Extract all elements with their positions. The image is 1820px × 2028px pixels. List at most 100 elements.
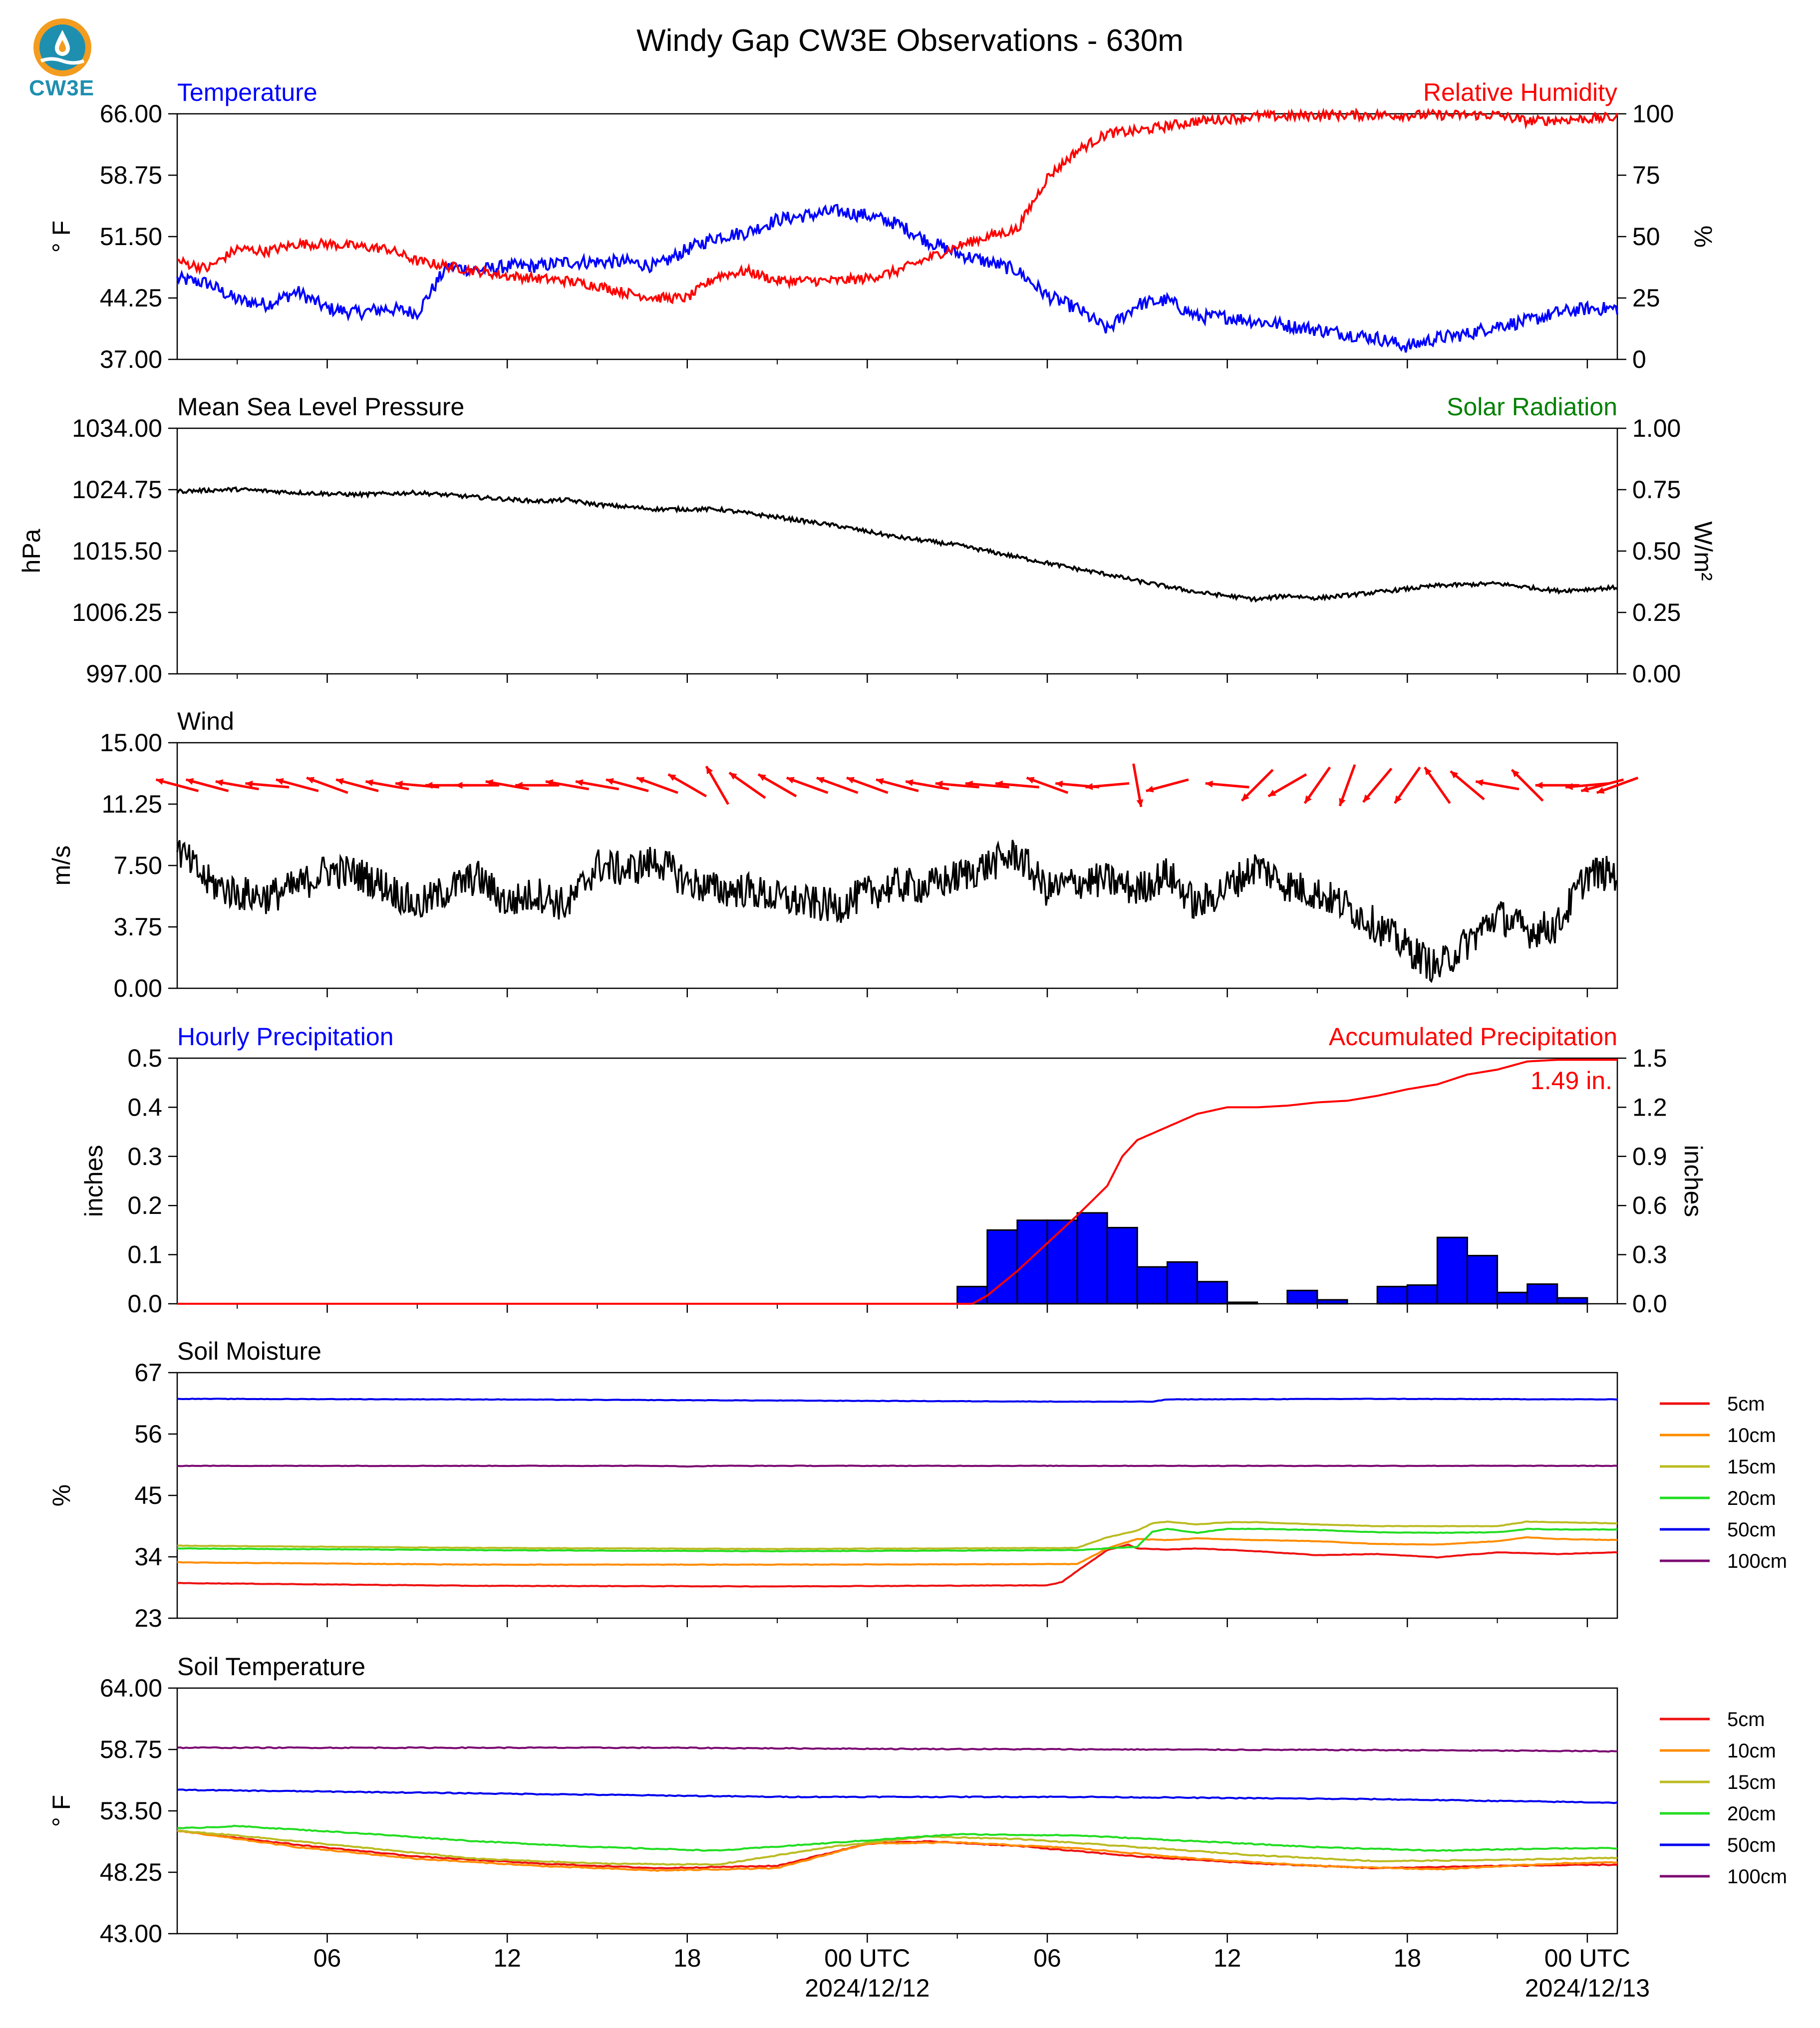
figure-title: Windy Gap CW3E Observations - 630m bbox=[636, 23, 1184, 58]
wind-arrow-head bbox=[606, 778, 614, 785]
wind-arrow-head bbox=[546, 779, 554, 786]
wind-arrow bbox=[1580, 778, 1624, 793]
y-tick-label-left: 0.3 bbox=[127, 1143, 162, 1170]
wind-arrow-head bbox=[1055, 780, 1063, 788]
soil-temp-legend-label: 100cm bbox=[1727, 1866, 1787, 1888]
wind-arrow bbox=[786, 776, 829, 794]
y-tick-label-right: 0.75 bbox=[1632, 476, 1681, 504]
wind-arrow-head bbox=[186, 778, 194, 785]
y-tick-label-right: 0.25 bbox=[1632, 598, 1681, 626]
wind-speed-line bbox=[176, 840, 1618, 983]
x-tick-sublabel: 2024/12/12 bbox=[805, 1974, 929, 2002]
precip-bar bbox=[956, 1286, 988, 1305]
precip-bar bbox=[1436, 1236, 1468, 1305]
wind-arrow bbox=[1085, 782, 1130, 789]
wind-arrow-head bbox=[729, 773, 737, 780]
wind-arrow-head bbox=[1085, 783, 1093, 790]
soil-moisture-line-50cm bbox=[177, 1398, 1618, 1403]
precip-bar bbox=[1376, 1286, 1408, 1305]
wind-arrow-head bbox=[245, 780, 253, 788]
soil-temp-legend-label: 20cm bbox=[1727, 1803, 1776, 1825]
y-tick-label-left: 0.4 bbox=[127, 1093, 162, 1121]
wind-arrow bbox=[215, 780, 259, 791]
soil-temp-line-10cm bbox=[177, 1829, 1618, 1872]
panel-soil_moisture: Soil Moisture 23 34 45 56 67% 5cm 10cm 15cm 20cm 5… bbox=[47, 1337, 1787, 1632]
y-tick-label-right: 0.3 bbox=[1632, 1241, 1667, 1269]
panel-pressure: Mean Sea Level Pressure Solar Radiation 99… bbox=[17, 393, 1717, 688]
temperature-line bbox=[176, 204, 1618, 353]
wind-arrow-head bbox=[786, 777, 795, 784]
y-tick-label-left: 1024.75 bbox=[72, 476, 162, 504]
y-tick-label-right: 1.2 bbox=[1632, 1093, 1667, 1121]
wind-arrow-head bbox=[906, 779, 913, 786]
wind-arrow bbox=[816, 776, 859, 794]
soil-temp-line-100cm bbox=[177, 1746, 1618, 1753]
wind-arrow-head bbox=[1304, 795, 1312, 804]
precip-bar bbox=[1316, 1299, 1348, 1305]
panel-title-left: Mean Sea Level Pressure bbox=[177, 393, 464, 421]
wind-arrow-head bbox=[1136, 799, 1144, 807]
y-axis-unit-left: ° F bbox=[47, 221, 75, 253]
wind-arrow-head bbox=[1339, 798, 1346, 806]
panel-title-left: Wind bbox=[177, 707, 234, 735]
y-axis-unit-left: m/s bbox=[47, 846, 75, 886]
y-tick-label-left: 58.75 bbox=[100, 1736, 162, 1763]
y-tick-label-left: 0.2 bbox=[127, 1191, 162, 1219]
soil-moisture-line-20cm bbox=[177, 1527, 1618, 1553]
y-tick-label-left: 44.25 bbox=[100, 284, 162, 312]
precip-bar bbox=[1046, 1219, 1078, 1305]
y-tick-label-left: 0.1 bbox=[127, 1241, 162, 1269]
precip-bar bbox=[1226, 1301, 1258, 1305]
wind-arrow bbox=[1450, 770, 1485, 801]
soil-temp-legend-label: 10cm bbox=[1727, 1740, 1776, 1762]
wind-arrow bbox=[185, 778, 229, 793]
wind-arrow bbox=[1205, 782, 1249, 789]
soil-moisture-legend-label: 100cm bbox=[1727, 1550, 1787, 1572]
panel-soil_temp: Soil Temperature 43.00 48.25 53.50 58.75 64.0… bbox=[47, 1653, 1787, 1948]
wind-arrow-head bbox=[306, 777, 315, 784]
wind-arrow bbox=[1511, 769, 1544, 802]
precip-bar bbox=[1016, 1219, 1048, 1305]
wind-arrow bbox=[705, 765, 730, 805]
y-tick-label-right: 0.6 bbox=[1632, 1191, 1667, 1219]
wind-arrow bbox=[728, 771, 766, 799]
soil-moisture-legend-label: 5cm bbox=[1727, 1393, 1765, 1415]
x-tick-label: 06 bbox=[1033, 1944, 1061, 1972]
precip-bar bbox=[1166, 1261, 1199, 1305]
panel-title-left: Temperature bbox=[177, 78, 317, 106]
wind-arrow bbox=[1240, 769, 1274, 802]
wind-arrow-head bbox=[1476, 779, 1484, 786]
soil-moisture-legend-label: 50cm bbox=[1727, 1519, 1776, 1541]
panel-title-left: Soil Moisture bbox=[177, 1337, 321, 1365]
wind-arrow-head bbox=[576, 779, 584, 786]
wind-arrow-head bbox=[1395, 795, 1402, 804]
wind-arrow-head bbox=[995, 780, 1003, 788]
precip-bar bbox=[1406, 1284, 1438, 1305]
y-tick-label-left: 66.00 bbox=[100, 100, 162, 128]
panel-title-left: Soil Temperature bbox=[177, 1653, 365, 1681]
y-axis-unit-left: inches bbox=[80, 1145, 108, 1217]
y-tick-label-left: 53.50 bbox=[100, 1797, 162, 1825]
y-tick-label-left: 37.00 bbox=[100, 345, 162, 373]
axes-frame bbox=[176, 1687, 1618, 1935]
wind-arrow-head bbox=[758, 774, 766, 781]
wind-arrow bbox=[1475, 780, 1519, 791]
precip-bar bbox=[1076, 1212, 1108, 1305]
wind-arrow-head bbox=[156, 778, 164, 785]
wind-arrow-head bbox=[876, 778, 884, 785]
y-tick-label-left: 34 bbox=[134, 1543, 162, 1571]
wind-arrow-head bbox=[1146, 786, 1154, 793]
wind-arrow-head bbox=[336, 778, 344, 785]
wind-arrow-head bbox=[1512, 770, 1519, 778]
y-tick-label-right: 0.50 bbox=[1632, 537, 1681, 565]
wind-arrow bbox=[1132, 763, 1143, 808]
soil-temp-legend-label: 15cm bbox=[1727, 1771, 1776, 1793]
y-tick-label-left: 1015.50 bbox=[72, 537, 162, 565]
y-axis-unit-left: % bbox=[47, 1484, 75, 1506]
soil-temp-line-50cm bbox=[177, 1788, 1618, 1804]
soil-moisture-line-100cm bbox=[177, 1464, 1618, 1468]
wind-arrow bbox=[636, 776, 678, 794]
wind-arrow bbox=[667, 773, 707, 798]
wind-arrow-head bbox=[1241, 793, 1249, 801]
y-tick-label-right: 0.0 bbox=[1632, 1290, 1667, 1318]
